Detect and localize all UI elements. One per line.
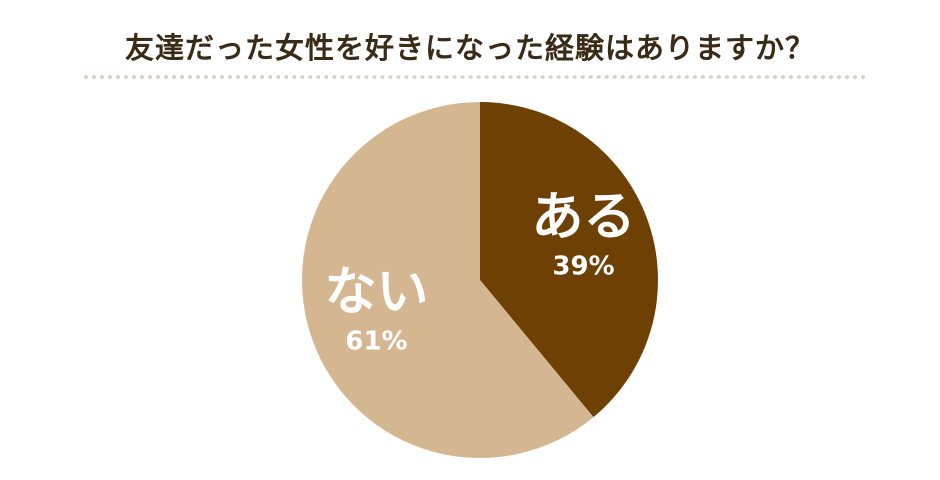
- pie-slice-2: [302, 102, 594, 458]
- slice-category-label: ない: [324, 262, 428, 322]
- slice-category-label: ある: [531, 188, 635, 248]
- title-underline: [84, 75, 866, 79]
- pie-labels: ある 39% ない 61%: [324, 188, 635, 357]
- slice-percent-label: 39%: [552, 252, 614, 282]
- slice-percent-label: 61%: [345, 326, 407, 356]
- chart-title: 友達だった女性を好きになった経験はありますか？: [124, 31, 815, 65]
- pie-slice-1: [480, 102, 658, 418]
- pie-slices: [302, 102, 658, 458]
